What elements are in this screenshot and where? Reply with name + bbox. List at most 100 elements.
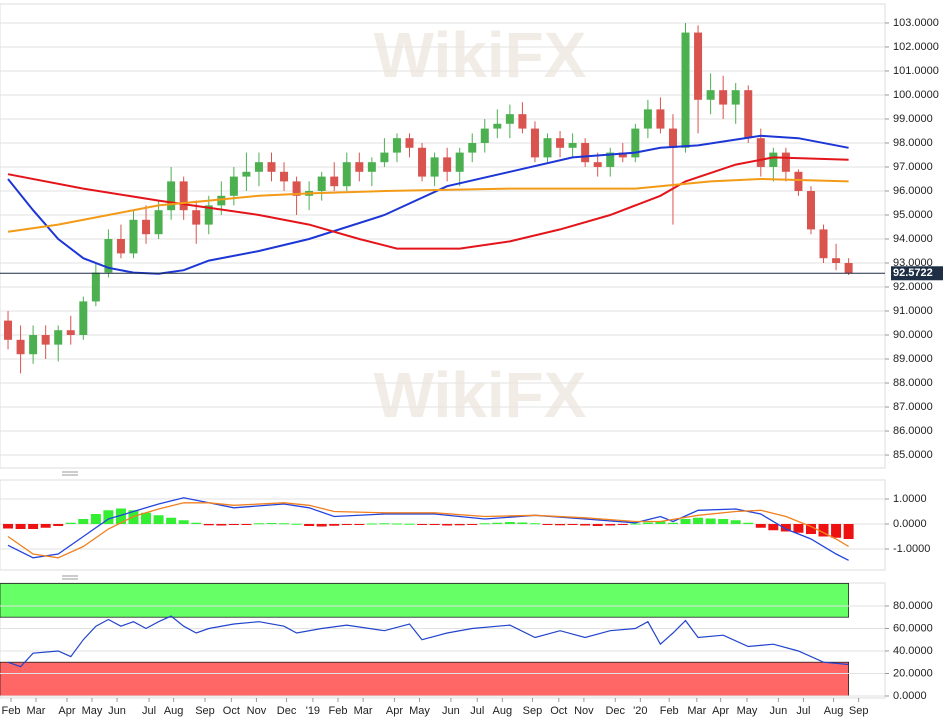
x-tick-label: Aug	[164, 705, 184, 717]
candle-body	[116, 239, 125, 254]
candle-body	[79, 301, 88, 336]
candle-body	[167, 181, 176, 211]
indicator-line	[7, 615, 849, 668]
histogram-bar	[141, 512, 152, 524]
histogram-bar	[718, 519, 729, 524]
y-tick-label: 40.0000	[893, 645, 933, 657]
histogram-bar	[391, 523, 402, 525]
x-tick-label: Apr	[58, 705, 75, 717]
candle-body	[543, 138, 552, 158]
candle-body	[242, 171, 251, 177]
histogram-bar	[103, 510, 114, 524]
histogram-bar	[467, 524, 478, 525]
histogram-bar	[567, 524, 578, 525]
candle-body	[769, 152, 778, 167]
x-tick-label: Jun	[108, 705, 126, 717]
histogram-bar	[65, 522, 76, 524]
histogram-bar	[831, 524, 842, 538]
histogram-bar	[115, 508, 126, 524]
histogram-bar	[680, 519, 691, 524]
histogram-bar	[266, 523, 277, 524]
x-tick-label: Oct	[550, 705, 567, 717]
candle-body	[254, 162, 263, 172]
x-tick-label: May	[409, 705, 430, 717]
candle-body	[154, 210, 163, 235]
candle-body	[781, 152, 790, 172]
histogram-bar	[454, 524, 465, 526]
candle-body	[179, 181, 188, 211]
watermark: WikiFX	[374, 359, 587, 431]
y-tick-label: 0.0000	[893, 690, 927, 702]
y-tick-label: 98.0000	[893, 137, 933, 149]
candle-body	[229, 176, 238, 196]
histogram-bar	[354, 524, 365, 525]
y-tick-label: 92.0000	[893, 281, 933, 293]
histogram-bar	[241, 524, 252, 525]
candle-body	[392, 138, 401, 153]
histogram-bar	[341, 524, 352, 525]
y-tick-label: 93.0000	[893, 257, 933, 269]
y-tick-label: 97.0000	[893, 161, 933, 173]
x-tick-label: Jul	[470, 705, 484, 717]
candle-body	[4, 320, 13, 340]
candle-body	[29, 335, 38, 355]
x-tick-label: Oct	[223, 705, 240, 717]
histogram-bar	[705, 518, 716, 524]
x-tick-label: Sep	[523, 705, 543, 717]
histogram-bar	[15, 524, 26, 529]
histogram-bar	[304, 524, 315, 526]
x-tick-label: Feb	[329, 705, 348, 717]
histogram-bar	[216, 524, 227, 526]
x-tick-label: Mar	[687, 705, 706, 717]
y-tick-label: 89.0000	[893, 353, 933, 365]
candle-body	[292, 181, 301, 196]
histogram-bar	[228, 524, 239, 525]
candle-body	[518, 114, 527, 129]
candle-body	[455, 152, 464, 172]
histogram-bar	[743, 522, 754, 524]
indicator-line	[7, 502, 849, 559]
histogram-bar	[78, 519, 89, 524]
x-tick-label: May	[82, 705, 103, 717]
candle-body	[104, 239, 113, 273]
histogram-bar	[279, 523, 290, 525]
histogram-bar	[404, 523, 415, 525]
histogram-bar	[316, 524, 327, 527]
histogram-bar	[429, 524, 440, 525]
candle-body	[405, 138, 414, 148]
y-tick-label: 96.0000	[893, 185, 933, 197]
histogram-bar	[617, 524, 628, 525]
x-tick-label: Jun	[442, 705, 460, 717]
candle-body	[342, 162, 351, 187]
x-tick-label: Jun	[769, 705, 787, 717]
y-tick-label: 20.0000	[893, 667, 933, 679]
candle-body	[418, 147, 427, 177]
y-tick-label: 88.0000	[893, 377, 933, 389]
candle-body	[267, 162, 276, 172]
histogram-bar	[542, 524, 553, 525]
histogram-bar	[203, 524, 214, 526]
histogram-bar	[166, 517, 177, 524]
candle-body	[656, 109, 665, 129]
candle-body	[606, 152, 615, 167]
watermark: WikiFX	[374, 19, 587, 91]
candle-body	[505, 114, 514, 124]
histogram-bar	[40, 524, 51, 528]
rsi-zone	[0, 661, 850, 697]
y-tick-label: 100.0000	[893, 89, 939, 101]
candle-body	[142, 219, 151, 235]
histogram-bar	[529, 523, 540, 525]
candle-body	[581, 142, 590, 163]
candle-body	[832, 258, 841, 264]
histogram-bar	[655, 521, 666, 524]
y-tick-label: -1.0000	[893, 543, 930, 555]
candle-body	[593, 162, 602, 167]
candle-body	[694, 32, 703, 100]
histogram-bar	[793, 524, 804, 533]
histogram-bar	[592, 524, 603, 526]
x-tick-label: Apr	[712, 705, 729, 717]
x-tick-label: Mar	[354, 705, 373, 717]
x-tick-label: '19	[306, 705, 320, 717]
indicator-line	[7, 156, 849, 250]
histogram-bar	[479, 523, 490, 525]
